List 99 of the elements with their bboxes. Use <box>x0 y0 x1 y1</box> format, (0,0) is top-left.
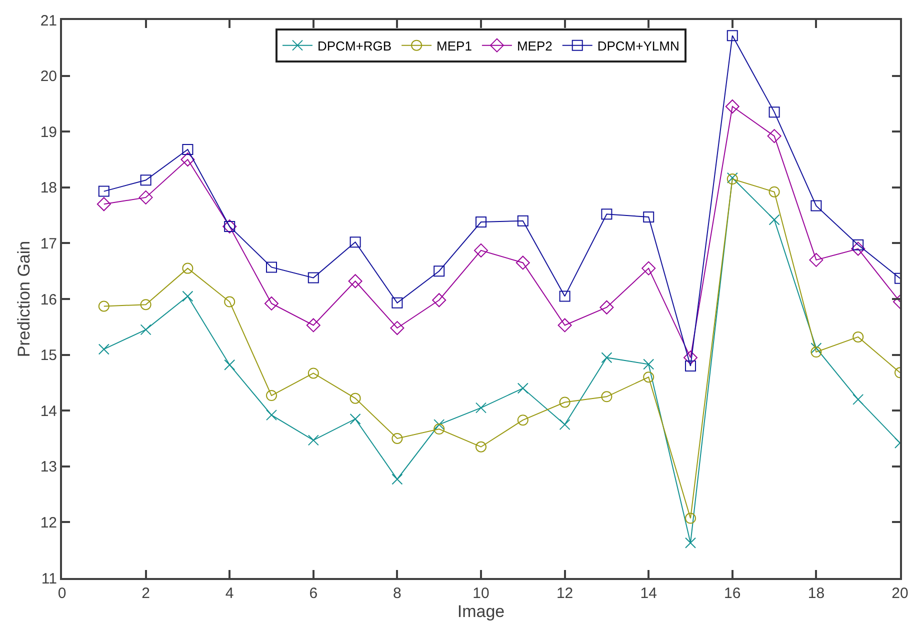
point <box>559 396 570 408</box>
point <box>266 390 277 402</box>
point <box>266 262 277 273</box>
point <box>138 190 153 204</box>
point <box>98 300 110 312</box>
point <box>180 152 195 166</box>
point <box>308 434 319 446</box>
point <box>559 290 570 302</box>
y-tick-label: 11 <box>41 570 57 588</box>
x-tick-label: 20 <box>892 585 908 602</box>
point <box>140 174 152 186</box>
y-tick-label: 16 <box>40 291 57 308</box>
point <box>182 290 194 302</box>
point <box>350 413 361 424</box>
y-tick-label: 19 <box>40 124 57 141</box>
y-tick-label: 21 <box>40 12 57 30</box>
y-axis-title: Prediction Gain <box>14 240 34 358</box>
point <box>852 331 864 342</box>
x-tick-label: 2 <box>142 585 150 602</box>
point <box>308 272 319 284</box>
x-tick-label: 10 <box>472 585 490 602</box>
point <box>476 216 486 228</box>
point <box>476 441 486 452</box>
point <box>96 197 111 212</box>
point <box>517 215 528 226</box>
point <box>182 262 194 274</box>
point <box>600 300 614 314</box>
point <box>434 266 445 277</box>
point <box>684 350 698 365</box>
point <box>809 252 824 267</box>
point <box>182 144 194 155</box>
point <box>725 99 740 114</box>
point <box>348 274 362 288</box>
point <box>306 318 320 332</box>
point <box>642 261 656 276</box>
x-tick-label: 0 <box>58 585 66 602</box>
point <box>517 382 528 394</box>
point <box>264 296 278 310</box>
point <box>685 512 696 524</box>
x-axis-title: Image <box>457 602 505 621</box>
point <box>432 293 446 308</box>
point <box>392 297 403 308</box>
point <box>810 342 822 354</box>
point <box>768 186 780 198</box>
point <box>476 402 486 414</box>
x-tick-label: 18 <box>808 585 825 602</box>
point <box>768 106 780 118</box>
point <box>726 30 738 42</box>
point <box>558 318 572 332</box>
point <box>474 243 488 258</box>
point <box>643 358 654 370</box>
point <box>434 419 445 430</box>
y-tick-label: 13 <box>40 458 57 476</box>
point <box>224 296 236 308</box>
point <box>810 200 822 212</box>
point <box>392 474 403 485</box>
point <box>140 324 152 336</box>
point <box>685 360 696 372</box>
point <box>392 433 403 444</box>
x-tick-label: 16 <box>724 585 741 602</box>
y-tick-label: 15 <box>40 347 57 364</box>
point <box>517 414 528 426</box>
point <box>810 346 822 358</box>
point <box>390 321 404 336</box>
point <box>851 242 866 256</box>
x-tick-label: 8 <box>393 585 402 602</box>
point <box>98 344 110 355</box>
point <box>350 236 361 248</box>
y-tick-label: 20 <box>40 68 57 86</box>
y-tick-label: 12 <box>40 514 57 532</box>
point <box>601 391 612 402</box>
x-tick-label: 4 <box>225 585 234 602</box>
point <box>685 537 696 548</box>
legend-label: DPCM+RGB <box>318 38 392 54</box>
y-tick-label: 17 <box>40 235 57 252</box>
point <box>643 372 654 383</box>
point <box>601 352 612 364</box>
point <box>434 424 445 435</box>
point <box>266 410 277 421</box>
legend-label: DPCM+YLMN <box>597 38 680 54</box>
y-tick-label: 14 <box>40 402 57 420</box>
y-tick-label: 18 <box>40 180 57 197</box>
point <box>768 214 780 226</box>
point <box>224 359 236 370</box>
point <box>516 256 530 270</box>
x-tick-label: 14 <box>640 585 657 602</box>
legend-label: MEP1 <box>436 38 472 54</box>
x-tick-label: 12 <box>556 585 574 602</box>
point <box>767 129 782 144</box>
point <box>643 211 654 222</box>
point <box>350 392 361 404</box>
point <box>852 394 864 405</box>
point <box>601 208 612 220</box>
point <box>559 419 570 430</box>
point <box>98 186 110 197</box>
x-tick-label: 6 <box>309 585 318 602</box>
point <box>308 368 319 379</box>
point <box>140 299 152 310</box>
legend-label: MEP2 <box>516 38 552 54</box>
